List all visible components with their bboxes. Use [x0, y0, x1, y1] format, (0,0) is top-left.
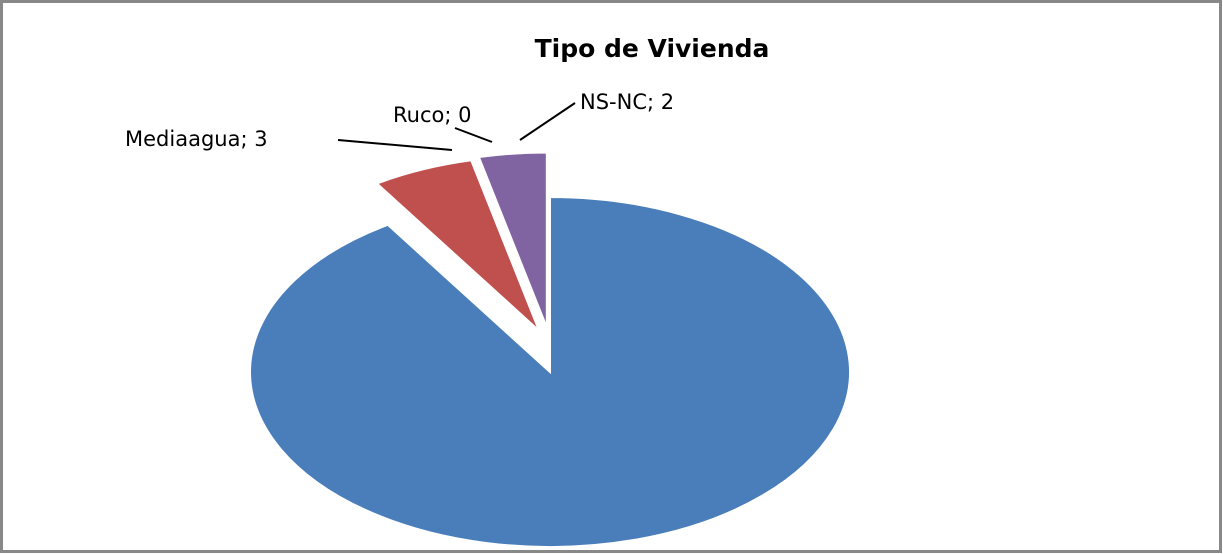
data-label: Mediaagua; 3 [125, 127, 268, 151]
leader-line [337, 139, 453, 151]
leader-line [454, 127, 493, 143]
value-label: ; 2 [647, 90, 674, 114]
value-label: ; 3 [240, 127, 267, 151]
category-label: NS-NC [580, 90, 647, 114]
pie-slice [375, 159, 541, 332]
data-label: Ruco; 0 [393, 103, 471, 127]
leader-line [519, 102, 576, 141]
pie-slice [249, 195, 851, 548]
chart-title: Tipo de Vivienda [535, 34, 770, 63]
data-label: NS-NC; 2 [580, 90, 674, 114]
pie-slice [477, 151, 548, 328]
value-label: ; 0 [444, 103, 471, 127]
category-label: Ruco [393, 103, 444, 127]
category-label: Mediaagua [125, 127, 240, 151]
